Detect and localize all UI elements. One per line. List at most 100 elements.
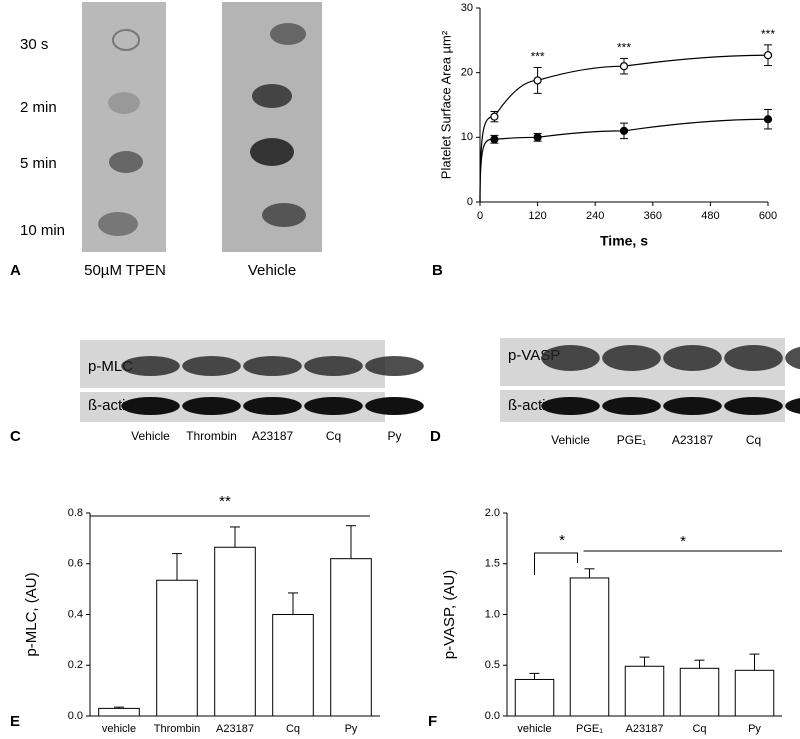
- blot-band: [663, 345, 722, 371]
- y-tick-label: 2.0: [485, 507, 500, 519]
- significance: *: [559, 532, 565, 549]
- cell: [109, 151, 143, 173]
- blot-band: [541, 345, 600, 371]
- y-tick-label: 30: [461, 2, 473, 14]
- lane-label: Cq: [746, 433, 761, 447]
- blot-band: [663, 397, 722, 415]
- cell: [262, 203, 306, 227]
- bar: [214, 546, 256, 717]
- blot-band: [182, 356, 241, 376]
- blot-band: [541, 397, 600, 415]
- x-tick-label: 360: [644, 210, 662, 222]
- y-tick-label: 0.5: [485, 659, 500, 671]
- x-tick-label: Thrombin: [154, 723, 200, 735]
- blot-band: [785, 398, 800, 414]
- blot-band: [602, 345, 661, 371]
- point: [490, 112, 499, 121]
- lane-label: PGE₁: [617, 433, 646, 447]
- point: [533, 76, 542, 85]
- cell: [250, 138, 294, 166]
- significance: *: [680, 533, 686, 550]
- bar: [330, 558, 372, 717]
- blot-band: [304, 356, 363, 376]
- blot-band: [602, 397, 661, 415]
- bar: [569, 577, 610, 717]
- microscopy: [82, 2, 322, 252]
- bar: [679, 667, 720, 717]
- point: [619, 62, 629, 71]
- x-tick-label: 120: [528, 210, 546, 222]
- x-tick-label: Py: [345, 723, 358, 735]
- row-label: 10 min: [20, 222, 65, 239]
- y-tick-label: 20: [461, 67, 473, 79]
- bar: [98, 707, 140, 717]
- row-label: 5 min: [20, 155, 57, 172]
- panel-label: E: [10, 713, 20, 730]
- y-tick-label: 1.0: [485, 608, 500, 620]
- lane-label: Py: [387, 429, 401, 443]
- lane-label: Cq: [326, 429, 341, 443]
- x-tick-label: A23187: [626, 723, 664, 735]
- y-tick-label: 0.0: [68, 710, 83, 722]
- x-tick-label: Cq: [286, 723, 300, 735]
- y-tick-label: 0.2: [68, 659, 83, 671]
- panel-label: F: [428, 713, 437, 730]
- y-axis-label: p-VASP, (AU): [441, 570, 458, 659]
- bar: [272, 614, 314, 717]
- bar: [156, 579, 198, 717]
- bar: [514, 678, 555, 717]
- x-tick-label: 0: [477, 210, 483, 222]
- x-tick-label: vehicle: [102, 723, 136, 735]
- x-tick-label: vehicle: [517, 723, 551, 735]
- panel-label: C: [10, 428, 21, 445]
- point: [763, 115, 773, 124]
- x-tick-label: 600: [759, 210, 777, 222]
- blot-band: [365, 356, 424, 376]
- panel-label: A: [10, 262, 21, 279]
- blot-band: [304, 397, 363, 415]
- significance: **: [219, 493, 231, 510]
- significance: ***: [531, 50, 545, 64]
- significance-bracket: [534, 552, 578, 575]
- column-label: Vehicle: [248, 262, 296, 279]
- point: [490, 135, 499, 144]
- blot-band: [121, 397, 180, 415]
- x-tick-label: Cq: [692, 723, 706, 735]
- fit-curve: [479, 118, 769, 203]
- y-tick-label: 0: [467, 196, 473, 208]
- y-tick-label: 0.6: [68, 558, 83, 570]
- column-label: 50µM TPEN: [84, 262, 166, 279]
- image-column: [82, 2, 166, 252]
- cell: [270, 23, 306, 45]
- y-tick-label: 10: [461, 131, 473, 143]
- blot-band: [121, 356, 180, 376]
- blot-band: [785, 346, 800, 370]
- x-tick-label: A23187: [216, 723, 254, 735]
- point: [533, 133, 542, 142]
- bar: [624, 665, 665, 717]
- x-tick-label: 240: [586, 210, 604, 222]
- lane-label: A23187: [672, 433, 714, 447]
- x-axis-label: Time, s: [600, 233, 648, 249]
- x-tick-label: 480: [701, 210, 719, 222]
- blot-band: [724, 345, 783, 371]
- cell: [108, 92, 140, 114]
- lane-label: A23187: [252, 429, 294, 443]
- y-tick-label: 1.5: [485, 558, 500, 570]
- panel-label: D: [430, 428, 441, 445]
- lane-label: Vehicle: [131, 429, 170, 443]
- cell: [112, 29, 140, 51]
- significance: ***: [761, 27, 775, 41]
- blot-divider: [80, 388, 385, 392]
- lane-label: Thrombin: [186, 429, 237, 443]
- y-axis-label: Platelet Surface Area µm²: [438, 30, 453, 179]
- lane-label: Vehicle: [551, 433, 590, 447]
- panel-label: B: [432, 262, 443, 279]
- row-label: 2 min: [20, 99, 57, 116]
- blot-row-label: ß-actin: [508, 397, 554, 414]
- row-label: 30 s: [20, 36, 48, 53]
- y-tick-label: 0.8: [68, 507, 83, 519]
- point: [763, 51, 773, 60]
- blot-band: [724, 397, 783, 415]
